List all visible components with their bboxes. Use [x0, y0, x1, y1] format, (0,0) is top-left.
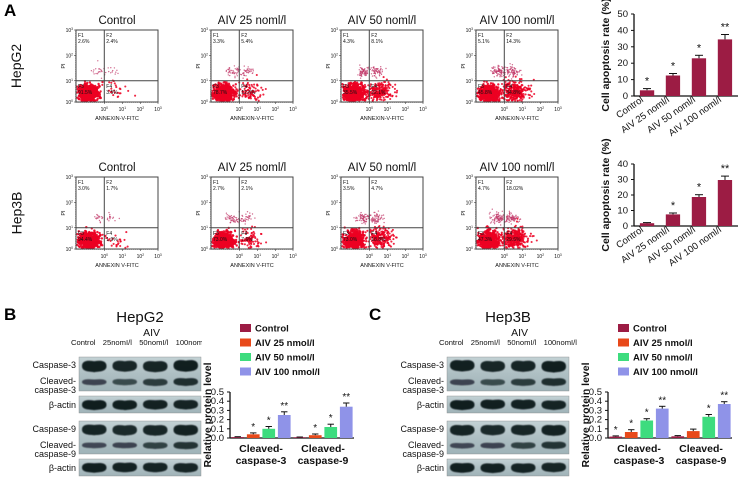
- svg-text:91.5%: 91.5%: [78, 90, 93, 96]
- svg-text:103: 103: [419, 106, 427, 113]
- svg-text:ANNEXIN-V-FITC: ANNEXIN-V-FITC: [95, 116, 139, 122]
- svg-text:3.0%: 3.0%: [78, 186, 90, 192]
- svg-text:Control: Control: [98, 162, 135, 174]
- svg-text:ANNEXIN-V-FITC: ANNEXIN-V-FITC: [360, 116, 404, 122]
- svg-text:1.9%: 1.9%: [106, 237, 118, 243]
- svg-text:103: 103: [289, 106, 297, 113]
- svg-text:103: 103: [154, 106, 162, 113]
- svg-text:12.6%: 12.6%: [241, 90, 256, 96]
- svg-text:5.4%: 5.4%: [241, 39, 253, 45]
- svg-text:AIV 25 noml/l: AIV 25 noml/l: [218, 162, 286, 174]
- svg-text:8.1%: 8.1%: [371, 39, 383, 45]
- svg-text:5.1%: 5.1%: [478, 39, 490, 45]
- svg-text:1.7%: 1.7%: [106, 186, 118, 192]
- svg-text:103: 103: [554, 106, 562, 113]
- svg-text:34.8%: 34.8%: [506, 90, 521, 96]
- svg-text:ANNEXIN-V-FITC: ANNEXIN-V-FITC: [230, 116, 274, 122]
- svg-text:PI: PI: [61, 210, 67, 216]
- svg-text:PI: PI: [196, 63, 202, 69]
- svg-text:AIV 100 noml/l: AIV 100 noml/l: [480, 15, 555, 27]
- svg-text:Control: Control: [98, 15, 135, 27]
- svg-text:ANNEXIN V-FITC: ANNEXIN V-FITC: [95, 263, 138, 269]
- svg-text:45.8%: 45.8%: [478, 90, 493, 96]
- svg-text:AIV 25 noml/l: AIV 25 noml/l: [218, 15, 286, 27]
- svg-text:22.1%: 22.1%: [371, 90, 386, 96]
- svg-text:35.5%: 35.5%: [343, 90, 358, 96]
- svg-text:PI: PI: [461, 63, 467, 69]
- svg-text:AIV 50 noml/l: AIV 50 noml/l: [348, 15, 416, 27]
- svg-text:3.5%: 3.5%: [106, 90, 118, 96]
- svg-text:PI: PI: [326, 63, 332, 69]
- svg-text:2.6%: 2.6%: [78, 39, 90, 45]
- svg-text:4.3%: 4.3%: [343, 39, 355, 45]
- svg-text:94.4%: 94.4%: [78, 237, 93, 243]
- svg-text:14.3%: 14.3%: [506, 39, 521, 45]
- svg-text:ANNEXIN-V-FITC: ANNEXIN-V-FITC: [495, 116, 539, 122]
- svg-text:103: 103: [154, 253, 162, 260]
- svg-text:PI: PI: [61, 63, 67, 69]
- svg-text:78.7%: 78.7%: [213, 90, 228, 96]
- svg-text:3.3%: 3.3%: [213, 39, 225, 45]
- svg-text:2.4%: 2.4%: [106, 39, 118, 45]
